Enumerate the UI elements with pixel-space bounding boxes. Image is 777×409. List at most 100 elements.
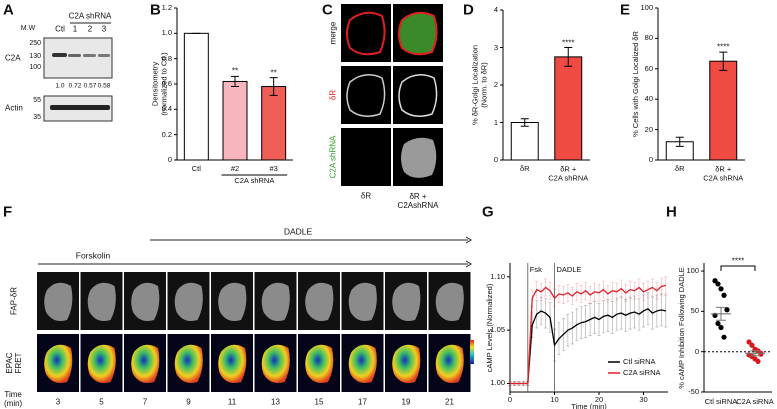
event-label: Fsk [529,264,542,274]
y-tick-label: 0.2 [161,129,172,139]
point [724,307,730,313]
y-tick-label: 0 [493,154,498,164]
legend-label: C2A siRNA [623,367,661,377]
time-value: 3 [55,397,61,407]
treatment-arrows [38,236,472,268]
x-tick-label: #2 [230,163,240,173]
bar [183,32,209,161]
time-value: 7 [142,397,148,407]
time-value: 5 [99,397,104,407]
bar [554,56,583,161]
y-tick-label: -50 [688,386,699,396]
cell [174,344,203,383]
x-axis-label: Time (min) [571,401,607,409]
y-axis-label: % δR-Golgi Localization (Norm. to δR) [470,44,489,126]
significance: **** [562,38,575,47]
bar [510,122,539,161]
y-tick-label: 1 [493,117,498,127]
cell [392,282,421,321]
significance: ** [231,66,239,76]
error-bar [675,136,684,147]
mw-label: 100 [29,64,41,71]
y-axis-label: cAMP Levels (Normalized) [484,283,494,372]
error-bar [716,306,726,321]
cell [348,344,377,383]
cell [435,282,464,321]
row-label: δR [328,89,338,101]
error-bar [231,75,239,88]
point [715,320,721,327]
mw-label: 130 [29,53,41,60]
bands [50,53,110,110]
time-value: 11 [227,397,237,407]
panel-letter: D [463,1,474,19]
panel-letter: C [322,1,333,19]
cell [261,282,290,321]
mw-label: 55 [33,97,41,104]
cell [392,344,421,383]
y-tick-label: 0.4 [161,104,172,114]
error-bar [269,77,278,96]
row-label: C2A shRNA [328,135,338,179]
y-tick-label: 50 [690,306,699,316]
y-axis-label: % cAMP Inhibition Following DADLE [676,266,686,389]
x-tick-label: 20 [594,394,604,404]
x-tick-label: C2A siRNA [736,396,774,406]
panel-letter: A [3,1,14,19]
series-line [510,308,666,385]
y-tick-label: 4 [493,4,498,14]
y-tick-label: 1.0 [161,28,172,38]
y-tick-label: 0.8 [161,53,172,63]
legend-label: Ctl siRNA [623,356,656,366]
lane-label: Ctl [55,24,65,34]
mw-label: 250 [29,40,41,47]
point [718,324,724,331]
y-tick-label: 1.00 [490,378,505,388]
panel-letter: E [620,1,631,19]
time-value: 17 [358,397,367,407]
error-bar [664,294,668,328]
y-tick-label: 0.6 [161,78,172,88]
x-tick-label: δR [519,163,530,173]
x-tick-label: 10 [550,394,559,404]
significance-bracket [720,265,756,271]
y-tick-label: 0 [648,154,653,164]
time-label: Time (min) [4,390,23,408]
row-label: merge [328,21,338,45]
time-value: 9 [186,397,191,407]
y-tick-label: 60 [644,63,653,73]
cell [348,282,377,321]
panel-letter: B [150,1,161,19]
x-tick-label: δR + C2A shRNA [703,164,744,182]
cell [305,344,334,383]
cell [87,344,116,383]
point [718,286,724,292]
row-label: FAP-δR [9,286,19,316]
bar [709,60,738,161]
x-tick-label: δR [674,163,685,173]
quantification: 0.58 [97,82,111,90]
time-value: 21 [445,397,454,407]
cell [218,282,247,321]
point [749,342,755,348]
micrographs [341,4,443,186]
mw-header: M.W [20,25,36,32]
cell [44,282,73,321]
error-bar [719,51,728,71]
lane-label: 3 [101,24,107,34]
treatment-label: Forskolin [75,250,111,261]
x-tick-label: #3 [269,163,278,173]
cell [131,344,160,383]
lane-label: 2 [87,24,93,34]
column-label: δR [360,191,372,201]
time-value: 13 [271,397,280,407]
error-bar [664,276,668,295]
error-bar [750,350,760,357]
y-tick-label: 40 [644,93,653,103]
y-axis-label: Densitometry (normalized to Ctl.) [150,52,169,116]
y-tick-label: 100 [686,265,699,275]
y-tick-label: 1.2 [161,2,172,12]
blot-c2a [43,37,113,79]
